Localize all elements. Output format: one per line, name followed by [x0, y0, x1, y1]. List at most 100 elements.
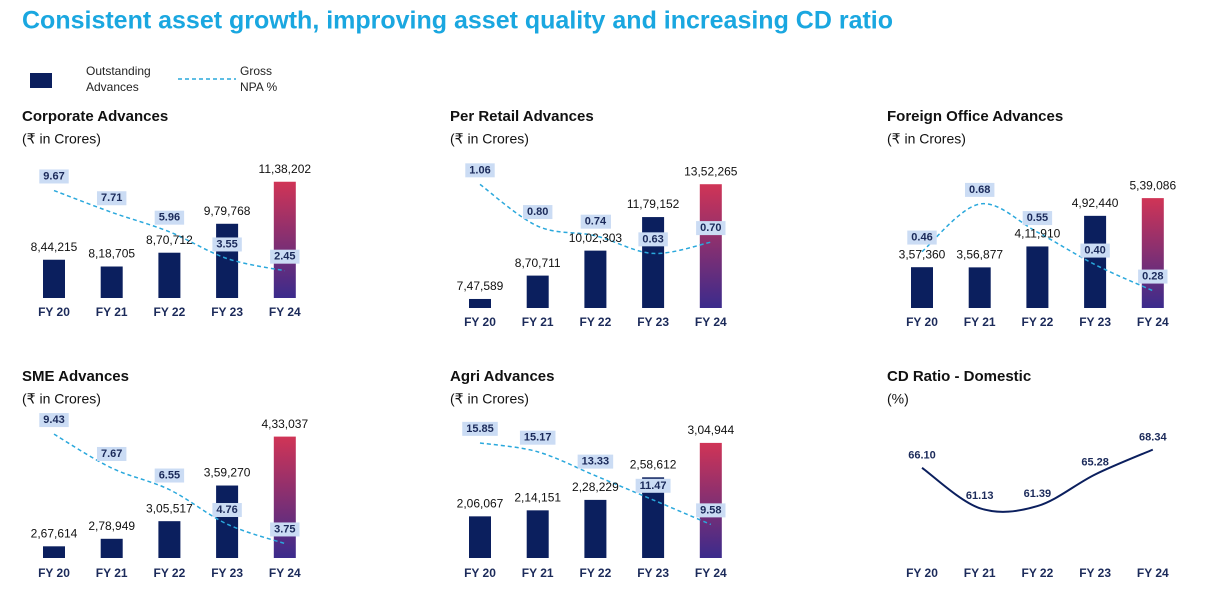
bar	[699, 184, 722, 308]
line-value-label: 0.68	[969, 184, 990, 196]
value-label-box	[212, 237, 242, 252]
value-label-box	[154, 210, 185, 225]
value-label-box	[270, 522, 300, 537]
line-value-label: 4.76	[216, 504, 237, 516]
line-value-label: 6.55	[159, 470, 180, 482]
line	[479, 183, 711, 255]
value-label-box	[1080, 243, 1110, 258]
line-value-label: 9.58	[700, 504, 721, 516]
value-label-box	[577, 454, 614, 469]
line	[921, 448, 1154, 513]
line-value-label: 0.40	[1084, 245, 1105, 257]
x-tick-label: FY 24	[269, 305, 301, 319]
value-label-box	[696, 503, 726, 518]
bar-value-label: 3,04,944	[687, 423, 734, 437]
bar-value-label: 2,14,151	[514, 491, 561, 505]
bar	[216, 485, 239, 558]
x-tick-label: FY 24	[1137, 566, 1169, 580]
bar	[584, 499, 607, 558]
bar	[158, 252, 181, 298]
x-tick-label: FY 21	[522, 566, 554, 580]
bar-value-label: 4,33,037	[261, 417, 308, 431]
x-tick-label: FY 22	[579, 566, 611, 580]
bar	[642, 217, 665, 308]
value-label-box	[1138, 269, 1168, 284]
x-tick-label: FY 24	[1137, 315, 1169, 329]
line-value-label: 11.47	[640, 480, 667, 492]
bar-value-label: 2,06,067	[457, 497, 504, 511]
bar-value-label: 3,59,270	[204, 466, 251, 480]
line-value-label: 0.74	[585, 216, 607, 228]
chart-title: Per Retail Advances	[450, 108, 594, 125]
bar	[469, 298, 491, 308]
line-value-label: 0.46	[911, 232, 932, 244]
line-value-label: 61.39	[1024, 488, 1052, 500]
x-tick-label: FY 23	[1079, 315, 1111, 329]
bar	[1141, 198, 1164, 308]
bar	[1084, 215, 1107, 308]
bar-value-label: 7,47,589	[457, 279, 504, 293]
line-value-label: 65.28	[1081, 456, 1109, 468]
bar-value-label: 2,58,612	[630, 457, 677, 471]
x-tick-label: FY 23	[637, 566, 669, 580]
line-value-label: 66.10	[908, 450, 936, 462]
x-tick-label: FY 23	[211, 305, 243, 319]
chart-subtitle: (₹ in Crores)	[450, 391, 529, 407]
bar-value-label: 8,70,711	[515, 256, 561, 270]
bar	[968, 267, 991, 308]
x-tick-label: FY 20	[38, 566, 70, 580]
legend-label: Gross NPA %	[240, 64, 278, 94]
bar-value-label: 11,79,152	[627, 197, 680, 211]
bar-value-label: 8,44,215	[31, 240, 78, 254]
line-value-label: 7.71	[101, 192, 122, 204]
bar-value-label: 8,70,712	[146, 233, 193, 247]
x-tick-label: FY 24	[269, 566, 301, 580]
bar-value-label: 13,52,265	[684, 164, 738, 178]
bar	[100, 266, 123, 298]
chart-subtitle: (%)	[887, 391, 909, 407]
value-label-box	[522, 205, 553, 220]
bar-value-label: 5,39,086	[1129, 178, 1176, 192]
chart-title: Foreign Office Advances	[887, 108, 1063, 125]
value-label-box	[519, 430, 556, 445]
line-value-label: 3.75	[274, 523, 295, 535]
x-tick-label: FY 23	[1079, 566, 1111, 580]
bar-value-label: 11,38,202	[259, 162, 312, 176]
x-tick-label: FY 23	[211, 566, 243, 580]
x-tick-label: FY 21	[96, 566, 128, 580]
value-label-box	[39, 413, 69, 428]
x-tick-label: FY 24	[695, 315, 727, 329]
x-tick-label: FY 20	[906, 566, 938, 580]
value-label-box	[96, 446, 127, 461]
value-label-box	[39, 169, 69, 184]
x-tick-label: FY 24	[695, 566, 727, 580]
bar	[216, 223, 239, 298]
line-value-label: 1.06	[469, 164, 490, 176]
bar	[273, 181, 296, 298]
chart-title: SME Advances	[22, 368, 129, 385]
bar	[526, 275, 549, 308]
line-value-label: 0.70	[700, 222, 721, 234]
line-value-label: 15.17	[524, 432, 552, 444]
line-value-label: 0.55	[1027, 212, 1048, 224]
value-label-box	[462, 421, 498, 436]
value-label-box	[270, 249, 300, 264]
bar-value-label: 3,57,360	[899, 247, 946, 261]
line	[921, 203, 1154, 292]
line-value-label: 13.33	[582, 456, 610, 468]
line-value-label: 61.13	[966, 490, 994, 502]
line-value-label: 9.67	[43, 170, 64, 182]
line-value-label: 0.63	[642, 233, 663, 245]
bar	[43, 259, 65, 298]
line	[479, 442, 712, 526]
bar	[469, 516, 491, 558]
bar-value-label: 2,28,229	[572, 480, 619, 494]
bar-value-label: 2,67,614	[31, 526, 78, 540]
bar	[100, 538, 123, 558]
value-label-box	[580, 214, 611, 229]
chart-subtitle: (₹ in Crores)	[22, 131, 101, 147]
bar-value-label: 4,92,440	[1072, 196, 1119, 210]
line	[53, 189, 285, 272]
bar-value-label: 3,05,517	[146, 501, 193, 515]
